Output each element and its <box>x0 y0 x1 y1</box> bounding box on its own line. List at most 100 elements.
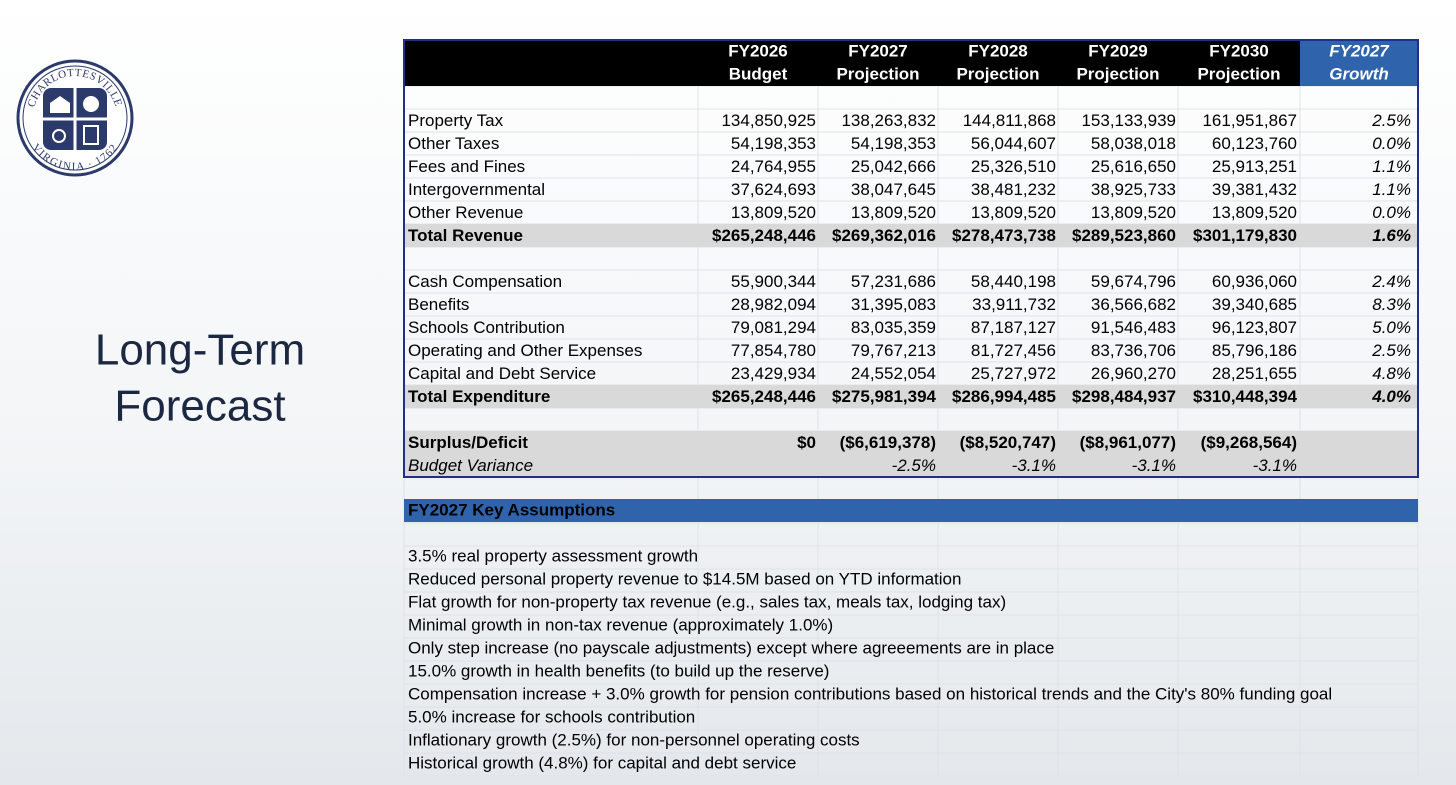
column-header: FY2028 <box>968 41 1028 60</box>
table-cell: 87,187,127 <box>971 318 1056 337</box>
column-header: Growth <box>1329 64 1389 83</box>
table-cell: $278,473,738 <box>952 226 1056 245</box>
forecast-table: FY2026 Budget FY2027 Projection FY2028 Projec… <box>403 39 1419 777</box>
table-cell: 77,854,780 <box>731 341 816 360</box>
row-label: Property Tax <box>408 111 504 130</box>
table-cell: 25,326,510 <box>971 157 1056 176</box>
assumptions-band <box>404 499 1418 522</box>
table-cell: -3.1% <box>1012 456 1056 475</box>
row-label: Benefits <box>408 295 469 314</box>
table-cell: 31,395,083 <box>851 295 936 314</box>
table-cell: ($6,619,378) <box>840 433 936 452</box>
table-cell: 83,736,706 <box>1091 341 1176 360</box>
table-cell: -3.1% <box>1132 456 1176 475</box>
row-label: Intergovernmental <box>408 180 545 199</box>
assumption-item: Inflationary growth (2.5%) for non-perso… <box>408 730 860 749</box>
table-cell: 58,440,198 <box>971 272 1056 291</box>
table-cell: 36,566,682 <box>1091 295 1176 314</box>
row-label: Total Expenditure <box>408 387 550 406</box>
table-cell: 79,081,294 <box>731 318 816 337</box>
seal-book <box>83 125 99 145</box>
column-header: Projection <box>1076 64 1159 83</box>
table-cell: $275,981,394 <box>832 387 937 406</box>
table-cell: 1.6% <box>1372 226 1411 245</box>
seal-flower <box>83 96 99 112</box>
table-cell: 13,809,520 <box>1091 203 1176 222</box>
assumption-item: Historical growth (4.8%) for capital and… <box>408 753 796 772</box>
assumptions-title: FY2027 Key Assumptions <box>408 500 615 519</box>
table-cell: 24,764,955 <box>731 157 816 176</box>
row-label: Capital and Debt Service <box>408 364 596 383</box>
table-body: Property Tax 134,850,925 138,263,832 144,81… <box>404 111 1418 477</box>
table-cell: 96,123,807 <box>1212 318 1297 337</box>
row-label: Other Taxes <box>408 134 499 153</box>
table-cell: 54,198,353 <box>851 134 936 153</box>
table-cell: ($8,520,747) <box>960 433 1056 452</box>
table-cell: 2.5% <box>1371 111 1411 130</box>
table-cell: 161,951,867 <box>1202 111 1297 130</box>
row-label: Schools Contribution <box>408 318 565 337</box>
table-cell: 0.0% <box>1372 134 1411 153</box>
table-cell: 153,133,939 <box>1081 111 1176 130</box>
table-cell: 25,727,972 <box>971 364 1056 383</box>
table-cell: 91,546,483 <box>1091 318 1176 337</box>
table-cell: -3.1% <box>1253 456 1297 475</box>
table-cell: 38,925,733 <box>1091 180 1176 199</box>
column-header: FY2026 <box>728 41 788 60</box>
table-cell: 13,809,520 <box>971 203 1056 222</box>
table-cell: 13,809,520 <box>731 203 816 222</box>
table-cell: 25,042,666 <box>851 157 936 176</box>
table-cell: 138,263,832 <box>841 111 936 130</box>
row-label: Operating and Other Expenses <box>408 341 642 360</box>
assumption-item: Compensation increase + 3.0% growth for … <box>408 684 1332 703</box>
assumption-item: 15.0% growth in health benefits (to buil… <box>408 661 829 680</box>
total-band <box>404 385 1418 408</box>
header-band <box>404 40 1418 86</box>
table-cell: 23,429,934 <box>731 364 816 383</box>
table-cell: 85,796,186 <box>1212 341 1297 360</box>
table-cell: 33,911,732 <box>972 295 1056 314</box>
column-header: Projection <box>836 64 919 83</box>
table-cell: 59,674,796 <box>1091 272 1176 291</box>
table-cell: $310,448,394 <box>1193 387 1298 406</box>
table-cell: 39,340,685 <box>1212 295 1297 314</box>
assumption-item: Minimal growth in non-tax revenue (appro… <box>408 615 833 634</box>
table-cell: 4.0% <box>1371 387 1411 406</box>
assumptions: FY2027 Key Assumptions 3.5% real property… <box>404 499 1418 772</box>
column-header: FY2029 <box>1088 41 1148 60</box>
growth-header-band <box>1300 40 1418 86</box>
table-cell: 54,198,353 <box>731 134 816 153</box>
table-cell: 26,960,270 <box>1091 364 1176 383</box>
table-cell: 13,809,520 <box>1212 203 1297 222</box>
table-cell: 24,552,054 <box>851 364 936 383</box>
table-cell: 79,767,213 <box>851 341 936 360</box>
row-label: Cash Compensation <box>408 272 562 291</box>
table-cell: ($8,961,077) <box>1080 433 1176 452</box>
table-cell: 83,035,359 <box>851 318 936 337</box>
slide-title: Forecast <box>114 382 285 431</box>
table-cell: 38,047,645 <box>851 180 936 199</box>
table-border <box>403 39 1419 478</box>
table-cell: 57,231,686 <box>851 272 936 291</box>
table-cell: 56,044,607 <box>971 134 1056 153</box>
table-cell: -2.5% <box>892 456 936 475</box>
table-cell: 13,809,520 <box>851 203 936 222</box>
seal-building <box>50 96 70 113</box>
table-cell: 39,381,432 <box>1212 180 1297 199</box>
row-label: Budget Variance <box>408 456 533 475</box>
table-cell: 8.3% <box>1372 295 1411 314</box>
table-cell: $298,484,937 <box>1072 387 1176 406</box>
table-cell: $265,248,446 <box>712 226 816 245</box>
assumption-item: Only step increase (no payscale adjustme… <box>408 638 1054 657</box>
table-cell: 60,936,060 <box>1212 272 1297 291</box>
table-cell: 58,038,018 <box>1091 134 1176 153</box>
table-cell: ($9,268,564) <box>1201 433 1297 452</box>
assumption-item: 3.5% real property assessment growth <box>408 546 698 565</box>
row-label: Other Revenue <box>408 203 523 222</box>
city-seal: CHARLOTTESVILLE VIRGINIA · 1762 <box>16 59 134 177</box>
table-cell: 2.4% <box>1371 272 1411 291</box>
table-cell: $301,179,830 <box>1193 226 1297 245</box>
table-cell: 1.1% <box>1372 180 1411 199</box>
